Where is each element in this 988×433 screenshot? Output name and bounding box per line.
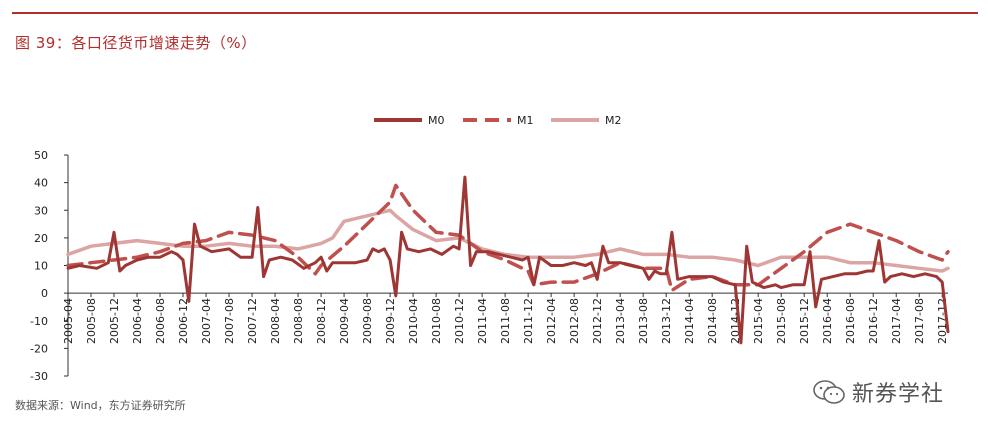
x-tick-label: 2010-08 [430, 298, 443, 344]
x-tick-label: 2017-08 [913, 298, 926, 344]
y-tick-label: -30 [30, 370, 48, 383]
x-tick-label: 2005-08 [85, 298, 98, 344]
x-tick-label: 2006-04 [131, 298, 144, 344]
x-tick-label: 2009-04 [338, 298, 351, 344]
y-tick-label: 10 [34, 260, 48, 273]
x-tick-label: 2008-08 [292, 298, 305, 344]
x-tick-label: 2006-12 [177, 298, 190, 344]
y-tick-label: 20 [34, 232, 48, 245]
y-tick-label: -20 [30, 342, 48, 355]
legend-label-m1: M1 [517, 114, 534, 127]
x-tick-label: 2006-08 [154, 298, 167, 344]
x-tick-label: 2015-04 [752, 298, 765, 344]
wechat-icon [813, 380, 845, 404]
x-tick-label: 2007-08 [223, 298, 236, 344]
y-tick-label: 0 [41, 287, 48, 300]
x-tick-label: 2010-04 [407, 298, 420, 344]
x-tick-label: 2013-04 [614, 298, 627, 344]
source-note: 数据来源：Wind，东方证券研究所 [15, 399, 186, 412]
x-tick-label: 2010-12 [453, 298, 466, 344]
y-tick-label: 30 [34, 204, 48, 217]
x-tick-label: 2007-04 [200, 298, 213, 344]
x-tick-label: 2008-12 [315, 298, 328, 344]
y-tick-label: 50 [34, 149, 48, 162]
watermark: 新券学社 [812, 376, 944, 408]
x-tick-label: 2014-08 [706, 298, 719, 344]
x-tick-label: 2014-04 [683, 298, 696, 344]
x-tick-label: 2017-04 [890, 298, 903, 344]
watermark-text: 新券学社 [852, 382, 945, 407]
x-tick-label: 2013-12 [660, 298, 673, 344]
axes: 50 40 30 20 10 0 -10 -20 -30 2005-04 2005-08 2005-1… [30, 149, 949, 383]
x-tick-label: 2011-12 [522, 298, 535, 344]
top-rule [12, 12, 978, 14]
x-tick-label: 2009-12 [384, 298, 397, 344]
x-tick-label: 2015-08 [775, 298, 788, 344]
x-tick-label: 2016-12 [867, 298, 880, 344]
legend: M0 M1 M2 [374, 114, 622, 127]
x-tick-label: 2016-08 [844, 298, 857, 344]
x-tick-label: 2005-04 [62, 298, 75, 344]
x-tick-label: 2009-08 [361, 298, 374, 344]
x-tick-label: 2012-12 [591, 298, 604, 344]
x-tick-label: 2007-12 [246, 298, 259, 344]
figure-title: 图 39：各口径货币增速走势（%） [15, 34, 257, 52]
series-lines [66, 175, 950, 345]
x-tick-label: 2013-08 [637, 298, 650, 344]
x-tick-label: 2015-12 [798, 298, 811, 344]
series-line-m1 [66, 183, 950, 293]
y-tick-label: -10 [30, 315, 48, 328]
legend-label-m2: M2 [605, 114, 622, 127]
x-tick-label: 2011-04 [476, 298, 489, 344]
x-tick-label: 2011-08 [499, 298, 512, 344]
x-tick-label: 2016-04 [821, 298, 834, 344]
x-tick-label: 2005-12 [108, 298, 121, 344]
x-tick-label: 2008-04 [269, 298, 282, 344]
x-tick-label: 2012-08 [568, 298, 581, 344]
x-tick-label: 2012-04 [545, 298, 558, 344]
series-line-m0 [66, 175, 950, 345]
legend-label-m0: M0 [428, 114, 445, 127]
y-tick-label: 40 [34, 177, 48, 190]
